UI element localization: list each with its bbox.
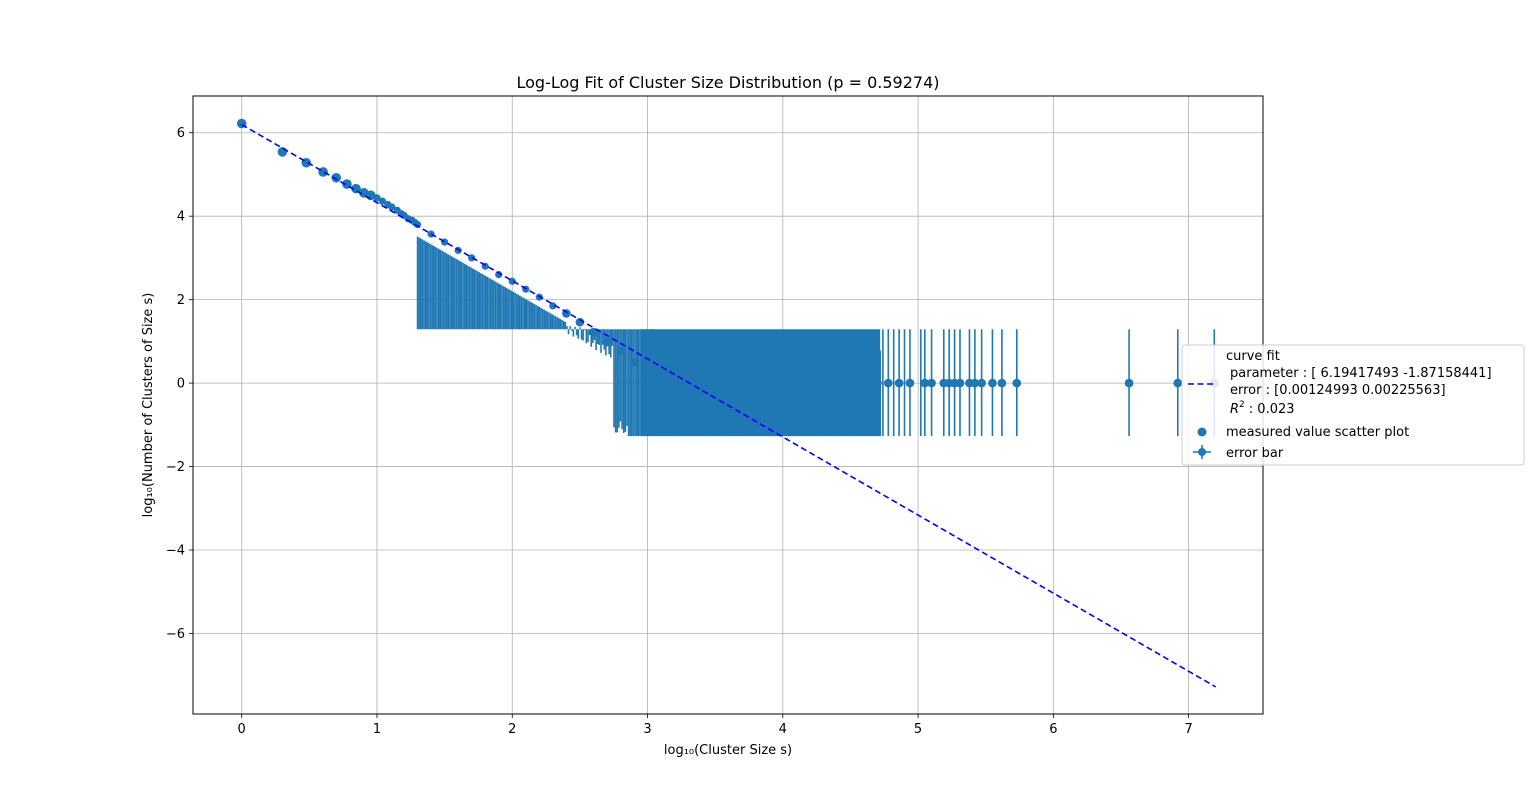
data-point	[778, 378, 788, 388]
data-point	[846, 378, 855, 388]
y-tick-label: 6	[177, 126, 185, 141]
data-point	[589, 327, 598, 337]
fit-line	[241, 123, 1217, 688]
data-point	[508, 277, 516, 285]
legend-fit-error: error : [0.00124993 0.00225563]	[1230, 383, 1446, 398]
data-point	[883, 378, 893, 388]
data-point	[1012, 378, 1022, 388]
y-tick-label: 2	[177, 293, 185, 308]
x-axis-label: log₁₀(Cluster Size s)	[664, 743, 792, 758]
legend-errorbar-swatch-dot	[1198, 448, 1206, 456]
data-point	[616, 346, 625, 355]
data-point	[670, 375, 679, 385]
data-point	[988, 378, 997, 388]
error-bars	[416, 236, 1216, 437]
y-tick-label: 4	[177, 210, 185, 225]
data-point	[710, 378, 720, 388]
data-point	[388, 203, 396, 211]
data-point	[997, 378, 1007, 388]
data-point	[697, 378, 706, 388]
data-point	[629, 357, 639, 367]
legend-fit-parameter: parameter : [ 6.19417493 -1.87158441]	[1230, 366, 1492, 381]
legend-scatter-swatch	[1197, 427, 1207, 437]
x-tick-label: 4	[779, 722, 787, 737]
y-tick-label: −6	[166, 627, 185, 642]
legend-box	[1181, 344, 1525, 466]
y-axis-label: log₁₀(Number of Clusters of Size s)	[141, 293, 156, 518]
data-point	[792, 378, 801, 388]
x-tick-label: 0	[238, 722, 246, 737]
data-point	[277, 147, 288, 157]
x-tick-label: 6	[1049, 722, 1057, 737]
chart-title: Log-Log Fit of Cluster Size Distribution…	[517, 73, 940, 92]
x-tick-label: 1	[373, 722, 381, 737]
data-point	[764, 378, 774, 388]
legend-scatter-label: measured value scatter plot	[1226, 425, 1409, 440]
data-point	[575, 317, 585, 327]
data-point	[819, 378, 828, 388]
data-point	[1124, 378, 1134, 388]
data-point	[920, 378, 930, 388]
legend: curve fit parameter : [ 6.19417493 -1.87…	[1181, 344, 1525, 466]
y-ticks: −6 −4 −2 0 2 4 6	[166, 126, 193, 642]
x-ticks: 0 1 2 3 4 5 6 7	[238, 714, 1193, 737]
data-point	[351, 183, 361, 194]
data-point	[977, 378, 986, 388]
data-point	[378, 197, 386, 205]
x-tick-label: 3	[643, 722, 651, 737]
legend-fit-r2-value: : 0.023	[1249, 402, 1295, 417]
data-point	[331, 172, 342, 183]
data-point	[805, 378, 815, 388]
fit-line-group	[241, 123, 1217, 688]
data-point	[724, 378, 733, 388]
data-point	[927, 378, 936, 388]
data-point	[1173, 378, 1183, 388]
data-point	[643, 364, 652, 373]
data-point	[955, 378, 965, 388]
data-point	[905, 378, 915, 388]
data-point	[894, 378, 904, 388]
x-tick-label: 2	[508, 722, 516, 737]
y-tick-label: 0	[177, 377, 185, 392]
x-tick-label: 5	[914, 722, 922, 737]
data-point	[751, 378, 761, 388]
data-point	[656, 371, 666, 380]
data-point	[859, 378, 869, 388]
legend-errorbar-label: error bar	[1226, 446, 1284, 461]
x-tick-label: 7	[1184, 722, 1192, 737]
y-tick-label: −2	[166, 460, 185, 475]
y-tick-label: −4	[166, 544, 185, 559]
data-point	[970, 378, 980, 388]
legend-fit-title: curve fit	[1226, 349, 1280, 364]
data-point	[873, 378, 882, 388]
data-point	[373, 194, 381, 202]
legend-fit-r2: R2: 0.023	[1230, 400, 1295, 417]
data-point	[832, 378, 842, 388]
data-point	[468, 254, 476, 262]
data-point	[318, 167, 328, 177]
grid	[193, 96, 1263, 714]
data-point	[737, 378, 747, 388]
data-point	[549, 302, 557, 310]
data-point	[602, 337, 612, 347]
scatter-points	[236, 118, 1219, 388]
